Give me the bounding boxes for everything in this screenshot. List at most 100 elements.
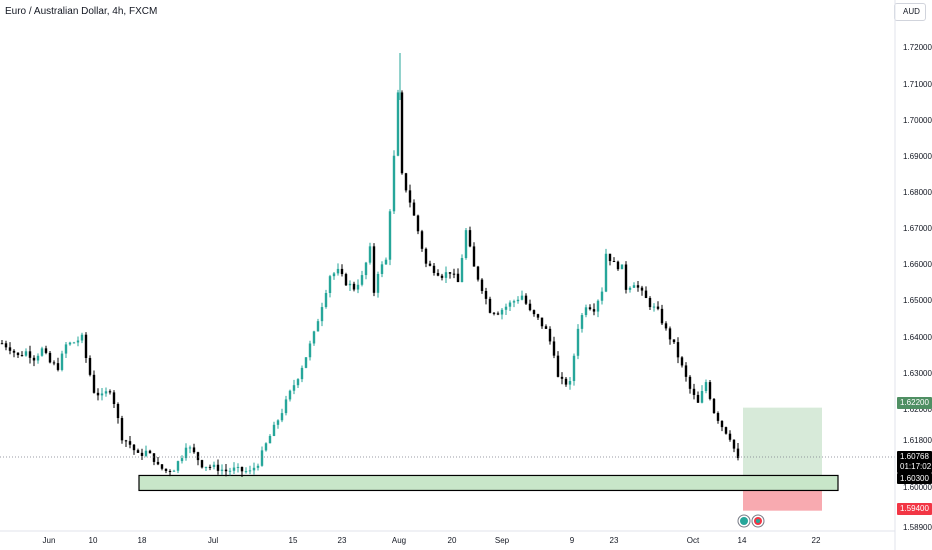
candle-body xyxy=(444,272,448,278)
candle-body xyxy=(120,418,124,441)
stop-price-badge xyxy=(897,503,932,515)
y-tick-label: 1.66000 xyxy=(903,260,932,269)
candle-body xyxy=(652,306,656,308)
candle-body xyxy=(72,342,76,344)
candle-body xyxy=(360,275,364,285)
y-tick-label: 1.65000 xyxy=(903,296,932,305)
candle-body xyxy=(592,309,596,312)
candle-body xyxy=(528,303,532,311)
candle-body xyxy=(348,283,352,286)
candle-body xyxy=(272,424,276,436)
candle-body xyxy=(4,343,8,348)
chart-title: Euro / Australian Dollar, 4h, FXCM xyxy=(5,6,158,17)
x-tick-label: 15 xyxy=(289,536,298,545)
demand-zone xyxy=(138,474,839,492)
x-tick-label: 23 xyxy=(338,536,347,545)
x-tick-label: Jul xyxy=(208,536,218,545)
candle-body xyxy=(144,450,148,456)
target-zone xyxy=(743,407,822,478)
candle-body xyxy=(492,312,496,314)
candle-body xyxy=(424,248,428,264)
event-icons-layer xyxy=(737,514,765,528)
candle-body xyxy=(668,328,672,340)
candles-layer xyxy=(0,53,740,478)
candle-body xyxy=(380,264,384,274)
candle-body xyxy=(352,283,356,290)
candle-body xyxy=(648,297,652,308)
candle-body xyxy=(520,295,524,300)
candle-body xyxy=(680,357,684,366)
candle-body xyxy=(700,391,704,403)
y-tick-label: 1.68000 xyxy=(903,188,932,197)
candle-body xyxy=(428,263,432,266)
target-price-badge-text: 1.62200 xyxy=(900,398,929,407)
candle-body xyxy=(224,469,228,472)
candle-body xyxy=(620,264,624,270)
candle-body xyxy=(576,328,580,356)
candle-body xyxy=(256,465,260,468)
candle-body xyxy=(232,467,236,471)
candle-body xyxy=(316,321,320,332)
candle-body xyxy=(200,460,204,468)
candle-body xyxy=(164,468,168,472)
candle-body xyxy=(372,246,376,293)
x-tick-label: 22 xyxy=(812,536,821,545)
candle-body xyxy=(228,470,232,472)
candle-body xyxy=(388,211,392,260)
candle-body xyxy=(600,291,604,301)
candle-body xyxy=(320,307,324,322)
event-icon-core xyxy=(756,519,760,523)
candle-body xyxy=(464,230,468,259)
candle-body xyxy=(268,435,272,444)
candle-body xyxy=(80,334,84,341)
candle-body xyxy=(64,344,68,354)
candle-body xyxy=(640,287,644,291)
x-tick-label: 23 xyxy=(610,536,619,545)
candle-body xyxy=(508,302,512,307)
candle-body xyxy=(436,272,440,276)
candle-body xyxy=(260,450,264,466)
candle-body xyxy=(296,379,300,386)
candle-body xyxy=(692,388,696,395)
candle-body xyxy=(672,339,676,343)
candle-body xyxy=(140,452,144,456)
x-tick-label: 20 xyxy=(448,536,457,545)
candle-body xyxy=(148,450,152,454)
candle-body xyxy=(376,273,380,293)
candle-body xyxy=(720,420,724,428)
x-tick-label: 10 xyxy=(89,536,98,545)
candle-body xyxy=(488,298,492,313)
candle-body xyxy=(416,215,420,232)
candle-body xyxy=(540,317,544,327)
candle-body xyxy=(392,155,396,212)
candle-body xyxy=(516,299,520,302)
candle-body xyxy=(736,448,740,459)
candle-body xyxy=(536,314,540,318)
candle-body xyxy=(160,464,164,469)
candle-body xyxy=(456,273,460,283)
candle-body xyxy=(180,458,184,462)
candle-body xyxy=(304,357,308,368)
stop-price-badge-text: 1.59400 xyxy=(900,504,929,513)
candle-body xyxy=(688,376,692,389)
candle-body xyxy=(408,190,412,203)
x-tick-label: 18 xyxy=(138,536,147,545)
candle-body xyxy=(404,173,408,191)
y-tick-label: 1.67000 xyxy=(903,224,932,233)
candle-body xyxy=(68,342,72,345)
target-price-badge xyxy=(897,397,932,409)
candle-body xyxy=(628,287,632,290)
y-tick-label: 1.63000 xyxy=(903,369,932,378)
candle-body xyxy=(564,378,568,385)
candle-body xyxy=(312,331,316,344)
candle-body xyxy=(344,274,348,286)
candle-body xyxy=(280,413,284,421)
candle-body xyxy=(132,444,136,451)
candle-body xyxy=(96,392,100,396)
candle-body xyxy=(460,258,464,283)
candle-body xyxy=(616,261,620,270)
candle-body xyxy=(580,315,584,329)
candle-body xyxy=(356,284,360,290)
